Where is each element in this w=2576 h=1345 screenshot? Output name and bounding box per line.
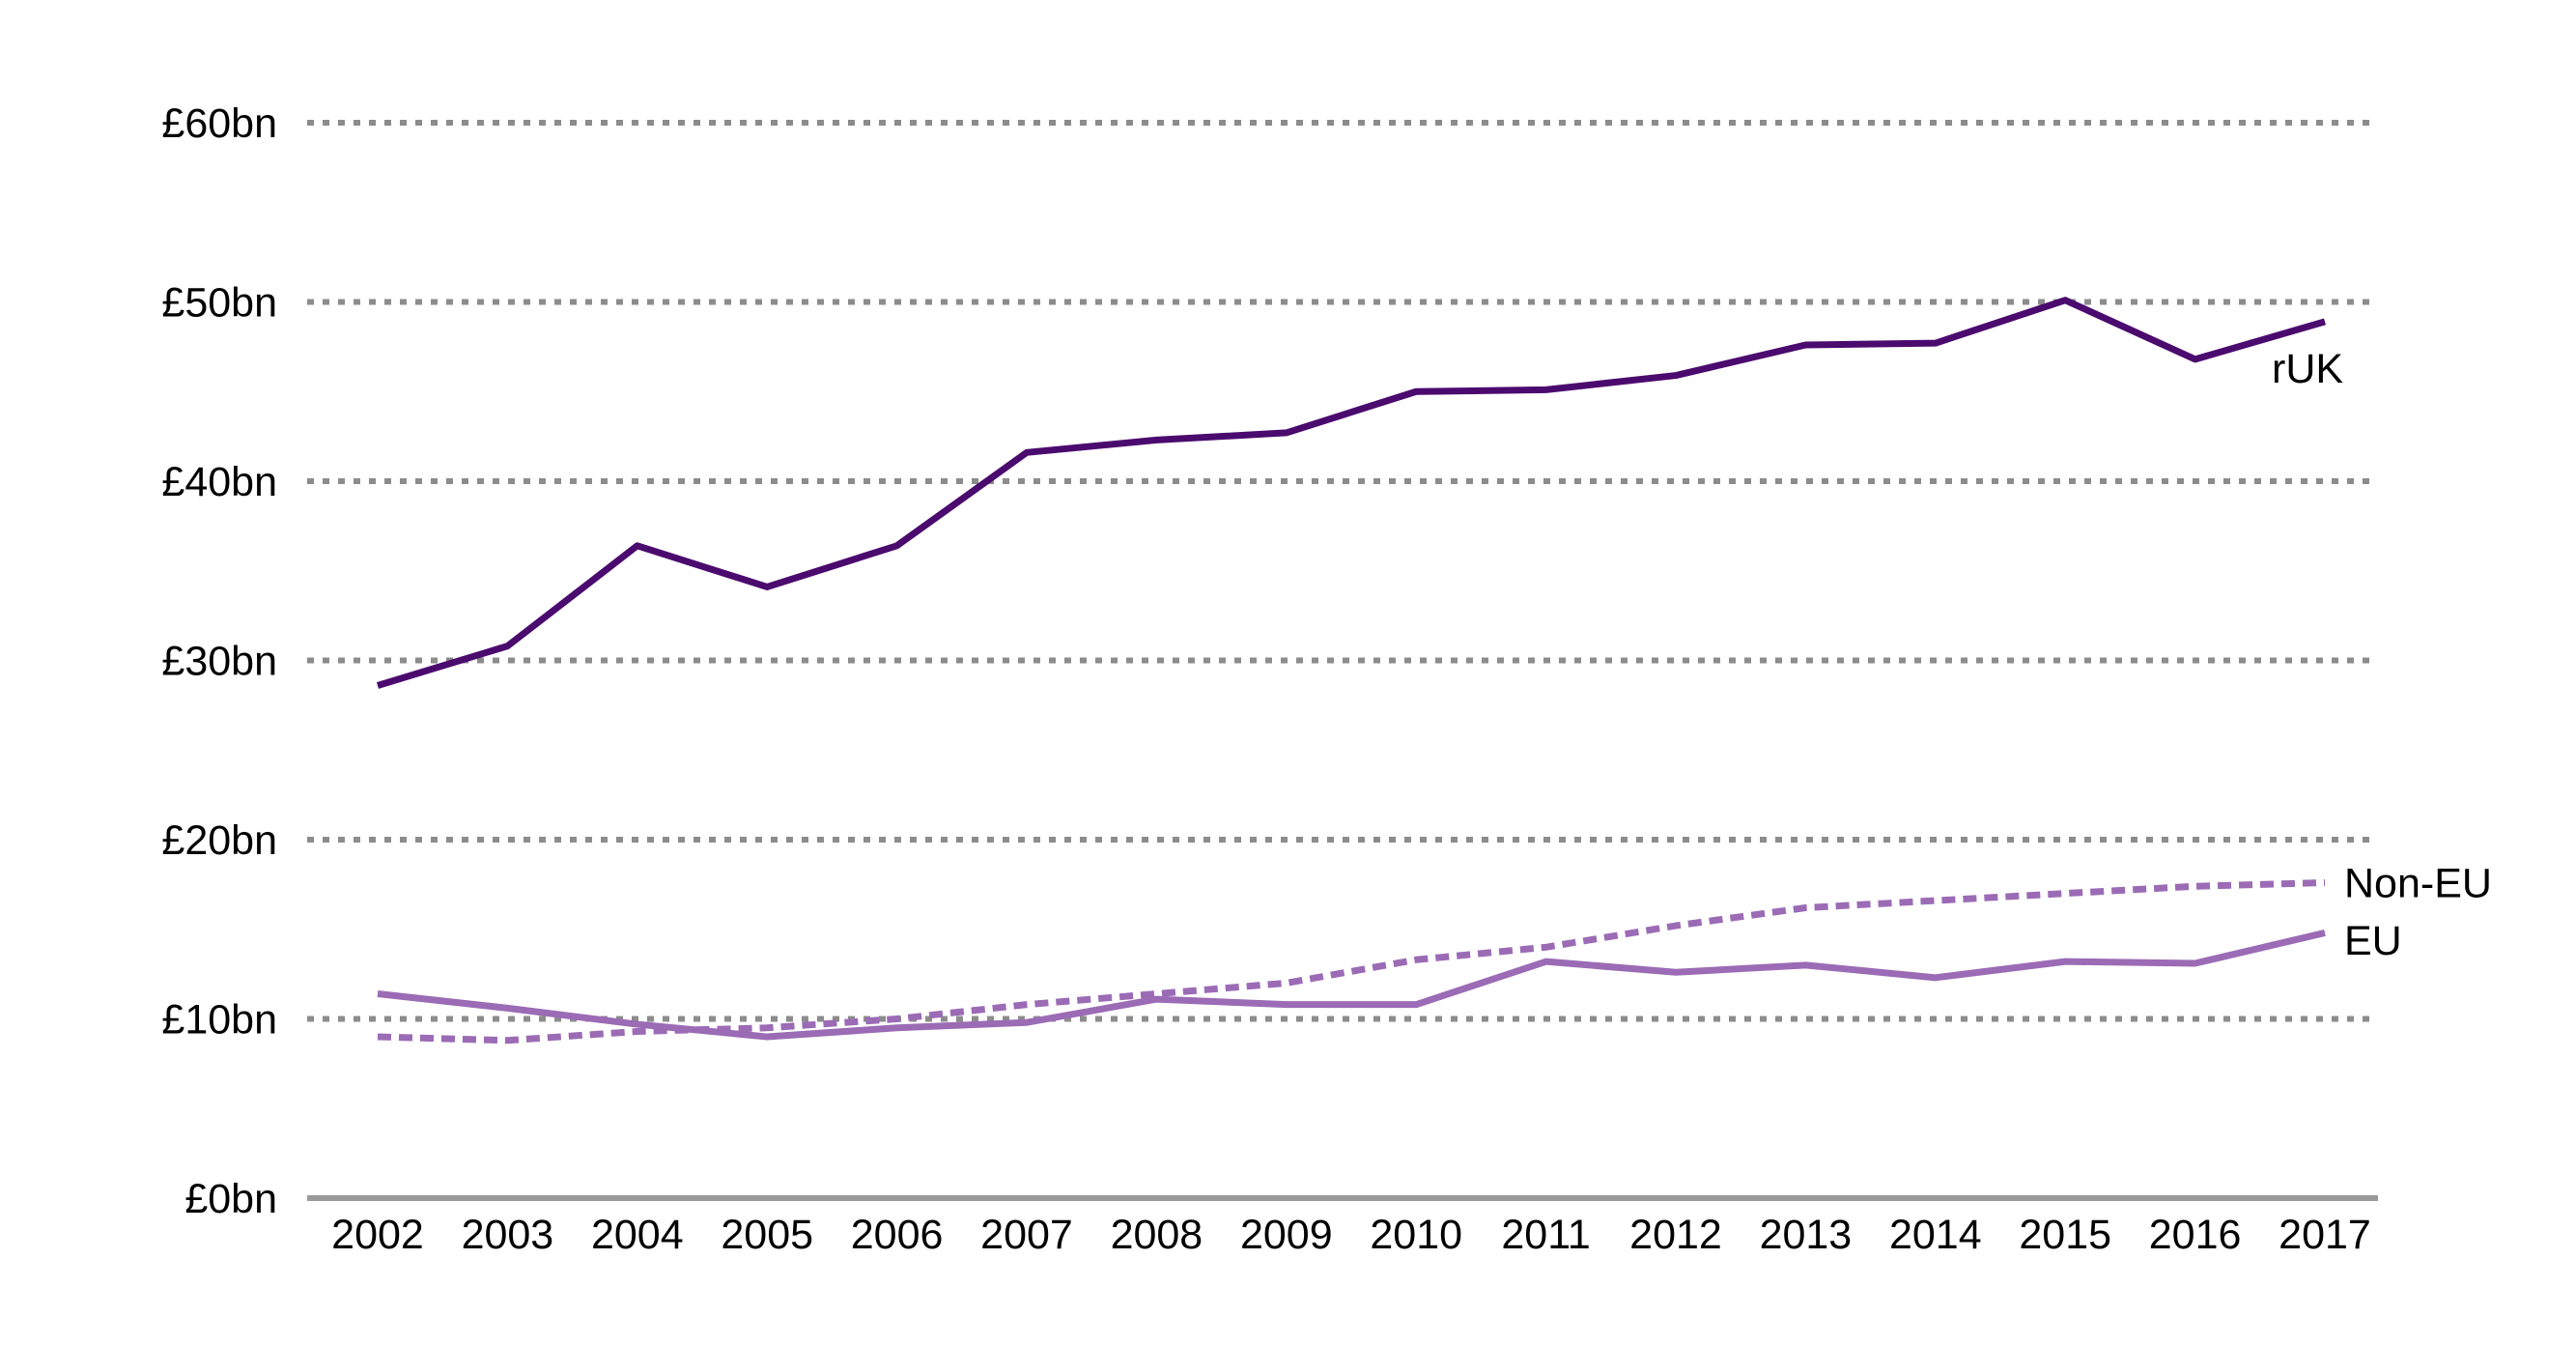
x-tick-label: 2011 [1501, 1212, 1590, 1258]
series-label-non-eu: Non-EU [2344, 861, 2492, 907]
series-label-eu: EU [2344, 918, 2402, 964]
x-tick-label: 2003 [462, 1212, 554, 1258]
x-tick-label: 2016 [2149, 1212, 2242, 1258]
y-tick-label: £20bn [161, 817, 277, 864]
x-tick-label: 2013 [1760, 1212, 1853, 1258]
x-tick-label: 2006 [851, 1212, 944, 1258]
labels: rUK Non-EU EU [2272, 346, 2492, 964]
x-tick-label: 2010 [1370, 1212, 1462, 1258]
x-tick-label: 2008 [1111, 1212, 1203, 1258]
series-line-eu [377, 930, 2326, 1041]
x-tick-label: 2017 [2279, 1212, 2371, 1258]
y-tick-label: £0bn [184, 1176, 277, 1222]
x-tick-label: 2004 [591, 1212, 684, 1258]
y-tick-label: £50bn [161, 280, 277, 327]
x-tick-label: 2014 [1889, 1212, 1982, 1258]
x-tick-label: 2002 [331, 1212, 424, 1258]
x-tick-label: 2015 [2019, 1212, 2111, 1258]
y-tick-label: £60bn [161, 100, 277, 147]
series-lines [376, 297, 2326, 1045]
x-tick-label: 2012 [1629, 1212, 1722, 1258]
x-tick-label: 2009 [1240, 1212, 1333, 1258]
series-label-ruk: rUK [2272, 346, 2343, 392]
y-tick-label: £30bn [161, 639, 277, 685]
series-line-ruk [376, 297, 2326, 689]
x-tick-label: 2007 [980, 1212, 1073, 1258]
series-line-non-eu [377, 879, 2326, 1045]
y-tick-label: £10bn [161, 997, 277, 1044]
y-tick-label: £40bn [161, 459, 277, 505]
x-tick-label: 2005 [721, 1212, 813, 1258]
axes: £0bn £10bn £20bn £30bn £40bn £50bn £60bn 2002 20… [161, 100, 2378, 1258]
gridlines [307, 120, 2378, 1022]
